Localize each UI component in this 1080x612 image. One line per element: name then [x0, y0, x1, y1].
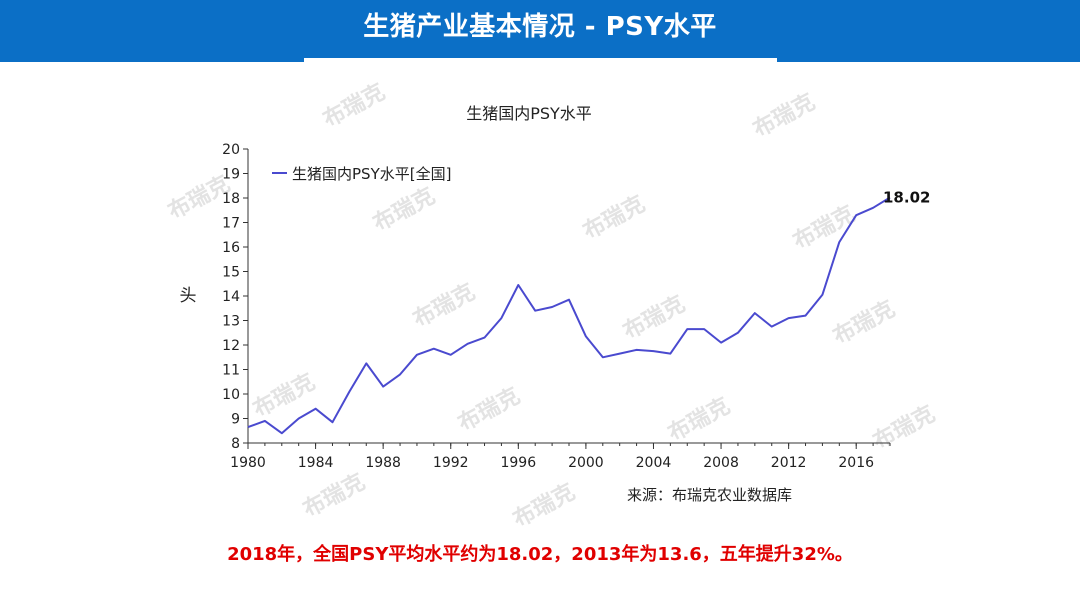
data-label-last: 18.02: [883, 189, 930, 207]
summary-caption: 2018年，全国PSY平均水平约为18.02，2013年为13.6，五年提升32…: [0, 540, 1080, 566]
y-tick-label: 20: [222, 142, 240, 158]
x-tick-label: 2016: [838, 455, 874, 471]
legend-label: 生猪国内PSY水平[全国]: [292, 165, 451, 183]
y-tick-label: 13: [222, 314, 240, 330]
y-tick-label: 19: [222, 167, 240, 183]
y-tick-label: 12: [222, 338, 240, 354]
source-note: 来源：布瑞克农业数据库: [627, 486, 792, 504]
x-tick-label: 1980: [230, 455, 266, 471]
x-tick-label: 2012: [771, 455, 807, 471]
x-tick-label: 1996: [500, 455, 536, 471]
chart-title: 生猪国内PSY水平: [466, 104, 592, 123]
y-tick-label: 9: [231, 412, 240, 428]
chart-legend: 生猪国内PSY水平[全国]: [272, 165, 451, 183]
y-tick-label: 11: [222, 363, 240, 379]
y-tick-label: 14: [222, 289, 240, 305]
chart-ticks: 8 9 10 11 12 13 14 15 16 17 18 19 20 1980 1984 1988 1992…: [222, 142, 890, 471]
chart-series: 18.02: [248, 189, 931, 434]
y-tick-label: 18: [222, 191, 240, 207]
x-tick-label: 1984: [298, 455, 334, 471]
series-line: [248, 198, 890, 434]
x-tick-label: 1988: [365, 455, 401, 471]
x-tick-label: 2008: [703, 455, 739, 471]
y-tick-label: 8: [231, 436, 240, 452]
y-tick-label: 15: [222, 265, 240, 281]
y-tick-label: 16: [222, 240, 240, 256]
x-tick-label: 1992: [433, 455, 469, 471]
y-tick-label: 10: [222, 387, 240, 403]
x-tick-label: 2000: [568, 455, 604, 471]
x-tick-label: 2004: [636, 455, 672, 471]
y-axis-label: 头: [180, 286, 197, 306]
y-tick-label: 17: [222, 216, 240, 232]
